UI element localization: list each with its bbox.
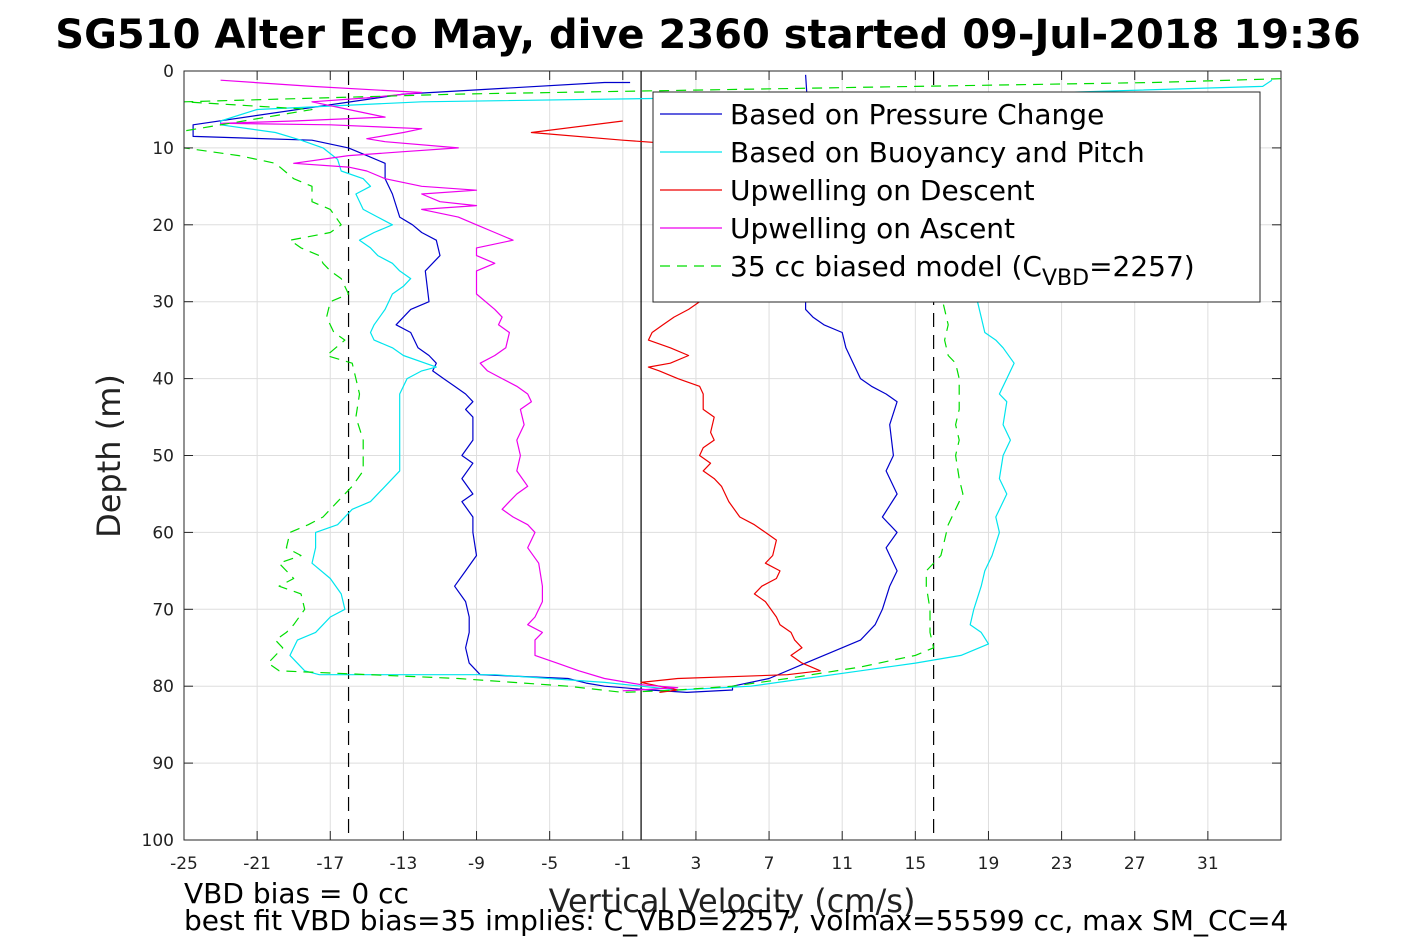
best-fit-note: best fit VBD bias=35 implies: C_VBD=2257… xyxy=(184,904,1288,937)
y-tick-label: 40 xyxy=(152,370,174,390)
series-line-4 xyxy=(184,78,1281,694)
legend: Based on Pressure Change Based on Buoyanc… xyxy=(652,91,1261,303)
x-axis-label: Vertical Velocity (cm/s) xyxy=(549,882,916,920)
y-tick-label: 100 xyxy=(142,831,174,851)
y-tick-label: 0 xyxy=(163,62,174,82)
legend-label-3: Upwelling on Ascent xyxy=(730,212,1015,245)
x-tick-label: 15 xyxy=(905,854,927,874)
x-tick-label: 7 xyxy=(764,854,775,874)
y-tick-label: 30 xyxy=(152,293,174,313)
y-tick-label: 60 xyxy=(152,523,174,543)
y-axis-label: Depth (m) xyxy=(90,374,128,538)
x-tick-label: -17 xyxy=(316,854,344,874)
reference-lines xyxy=(347,71,935,840)
x-tick-label: -13 xyxy=(390,854,418,874)
x-tick-label: -5 xyxy=(541,854,558,874)
series-lines xyxy=(184,74,1281,694)
x-tick-label: 23 xyxy=(1051,854,1073,874)
series-line-2 xyxy=(530,120,821,693)
legend-label-subscript: VBD xyxy=(1042,266,1089,291)
vbd-bias-note: VBD bias = 0 cc xyxy=(184,877,409,910)
y-tick-label: 80 xyxy=(152,677,174,697)
series-line-0 xyxy=(192,74,898,694)
x-axis-ticks: -25 -21 -17 -13 -9 -5 -1 3 7 11 15 19 23 27 31 xyxy=(170,71,1219,874)
x-tick-label: -1 xyxy=(614,854,631,874)
x-tick-label: 27 xyxy=(1124,854,1146,874)
series-line-3 xyxy=(220,79,679,692)
legend-label-2: Upwelling on Descent xyxy=(730,174,1035,207)
legend-label-main: 35 cc biased model (C xyxy=(730,250,1042,283)
y-tick-label: 20 xyxy=(152,216,174,236)
legend-label-0: Based on Pressure Change xyxy=(730,98,1104,131)
x-tick-label: -9 xyxy=(468,854,485,874)
series-line-1 xyxy=(220,79,1273,691)
y-tick-label: 10 xyxy=(152,139,174,159)
legend-box xyxy=(652,91,1261,303)
y-axis-ticks: 0 10 20 30 40 50 60 70 80 90 100 xyxy=(142,62,1281,851)
x-tick-label: 11 xyxy=(831,854,853,874)
legend-label-4: 35 cc biased model (CVBD=2257) xyxy=(730,250,1195,291)
y-tick-label: 90 xyxy=(152,754,174,774)
y-tick-label: 70 xyxy=(152,600,174,620)
legend-label-1: Based on Buoyancy and Pitch xyxy=(730,136,1145,169)
x-tick-label: -21 xyxy=(243,854,271,874)
y-tick-label: 50 xyxy=(152,447,174,467)
x-tick-label: 3 xyxy=(691,854,702,874)
x-tick-label: -25 xyxy=(170,854,198,874)
x-tick-label: 19 xyxy=(978,854,1000,874)
x-tick-label: 31 xyxy=(1197,854,1219,874)
legend-label-tail: =2257) xyxy=(1089,250,1195,283)
chart-title: SG510 Alter Eco May, dive 2360 started 0… xyxy=(55,12,1360,58)
